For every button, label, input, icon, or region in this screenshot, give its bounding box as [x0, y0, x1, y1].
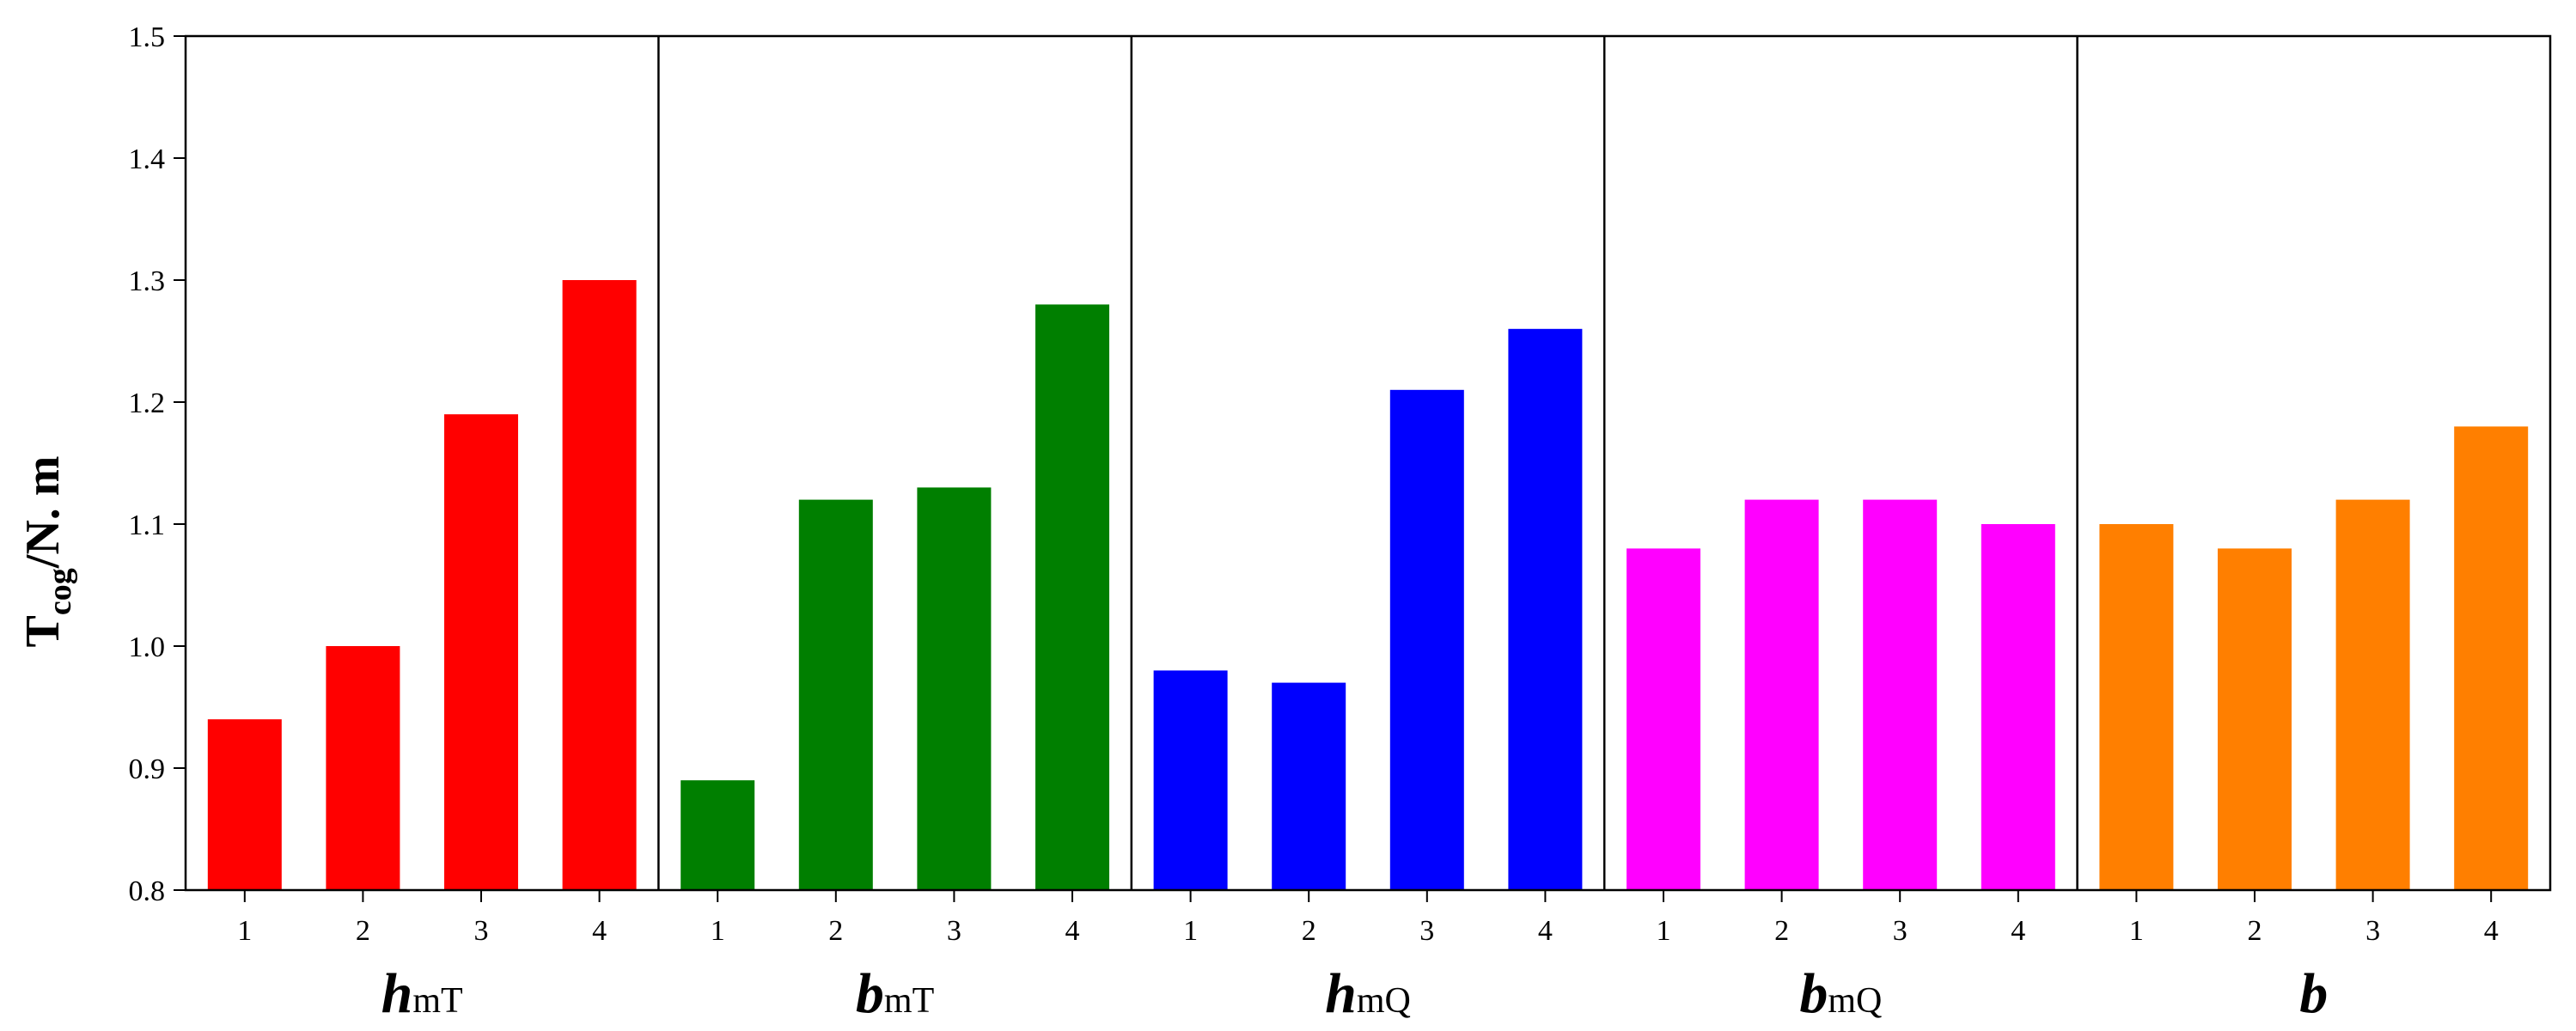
bar — [1508, 328, 1583, 890]
bar — [1153, 670, 1228, 890]
plot-frame — [184, 34, 2552, 892]
bar — [444, 414, 518, 890]
y-axis-label: Tcog/N. m — [16, 456, 78, 648]
bar — [1744, 499, 1819, 890]
group-label-main: b — [2299, 962, 2328, 1025]
x-tick-label: 4 — [592, 915, 607, 947]
x-tick-label: 2 — [1302, 915, 1316, 947]
bar — [207, 719, 282, 890]
bar — [2454, 426, 2529, 890]
bar — [917, 487, 992, 890]
x-tick-label: 2 — [828, 915, 843, 947]
x-tick-label: 4 — [2484, 915, 2499, 947]
x-tick-label: 1 — [2129, 915, 2144, 947]
bar — [326, 646, 400, 890]
y-tick-label: 0.8 — [129, 875, 166, 907]
bar — [2218, 548, 2292, 890]
group-label-main: h — [382, 962, 413, 1025]
bar — [798, 499, 873, 890]
group-label-main: h — [1325, 962, 1357, 1025]
group-label: hmQ — [1325, 962, 1411, 1025]
group-label-sub: mQ — [1357, 981, 1411, 1021]
y-axis-label-rest: /N. m — [16, 456, 70, 570]
x-tick-label: 3 — [474, 915, 489, 947]
y-tick-label: 1.4 — [129, 143, 166, 175]
bar — [2335, 499, 2410, 890]
bar — [681, 780, 755, 890]
bars-layer — [207, 280, 2529, 890]
x-tick-label: 2 — [1774, 915, 1789, 947]
bar — [1035, 304, 1109, 890]
bar — [1272, 682, 1346, 890]
y-axis-label-sub: cog — [42, 568, 78, 615]
x-tick-label: 2 — [356, 915, 370, 947]
y-tick-label: 1.1 — [129, 509, 166, 541]
bar — [1627, 548, 1700, 890]
bar — [1389, 389, 1464, 890]
bar — [1863, 499, 1938, 890]
bar — [562, 280, 637, 890]
x-tick-label: 3 — [1419, 915, 1434, 947]
x-tick-label: 1 — [1183, 915, 1198, 947]
x-tick-label: 3 — [2365, 915, 2380, 947]
group-label: bmT — [856, 962, 934, 1025]
x-tick-label: 2 — [2248, 915, 2262, 947]
y-tick-label: 1.0 — [129, 631, 166, 663]
group-label: hmT — [382, 962, 463, 1025]
group-label-main: b — [856, 962, 884, 1025]
x-tick-label: 1 — [1657, 915, 1671, 947]
group-label: bmQ — [1799, 962, 1882, 1025]
x-tick-label: 3 — [947, 915, 961, 947]
y-axis-label-main: T — [16, 615, 70, 647]
x-tick-label: 1 — [237, 915, 252, 947]
axes-layer — [174, 34, 2552, 902]
group-label-main: b — [1799, 962, 1828, 1025]
group-label-sub: mT — [412, 981, 462, 1021]
y-tick-label: 1.2 — [129, 387, 166, 419]
y-tick-label: 0.9 — [129, 753, 166, 785]
x-tick-label: 4 — [1538, 915, 1553, 947]
x-tick-label: 1 — [711, 915, 725, 947]
group-label: b — [2299, 962, 2328, 1025]
bar — [1981, 524, 2055, 890]
group-label-sub: mT — [884, 981, 934, 1021]
y-tick-label: 1.3 — [129, 265, 166, 297]
y-tick-label: 1.5 — [129, 21, 166, 53]
x-tick-label: 4 — [2011, 915, 2025, 947]
bar — [2099, 524, 2174, 890]
x-tick-label: 3 — [1893, 915, 1908, 947]
group-label-sub: mQ — [1828, 981, 1882, 1021]
x-tick-label: 4 — [1065, 915, 1080, 947]
